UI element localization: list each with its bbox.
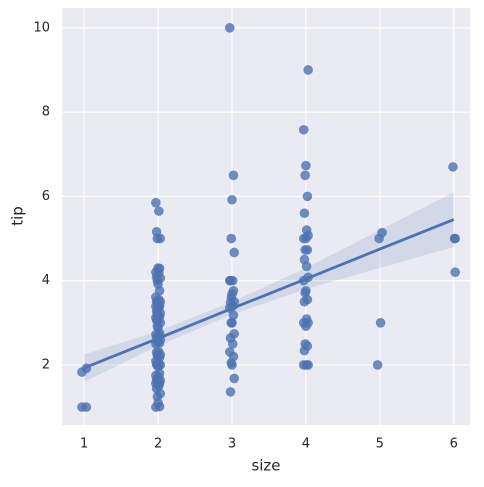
point xyxy=(448,162,458,172)
point xyxy=(301,160,311,171)
x-tick-label: 3 xyxy=(228,437,236,452)
point xyxy=(450,267,461,278)
point xyxy=(226,358,237,368)
point xyxy=(225,387,236,397)
point xyxy=(303,65,313,75)
x-tick-label: 6 xyxy=(450,437,458,452)
confidence-band xyxy=(84,192,454,382)
point xyxy=(154,347,164,357)
point xyxy=(228,170,239,181)
x-tick-label: 1 xyxy=(80,437,88,452)
point xyxy=(154,206,164,216)
point xyxy=(81,402,92,412)
point xyxy=(299,208,310,219)
plot-area xyxy=(62,8,470,425)
point xyxy=(224,23,235,33)
point xyxy=(227,194,237,205)
y-tick-label: 2 xyxy=(42,357,50,372)
y-tick-label: 8 xyxy=(42,105,50,120)
point xyxy=(228,310,239,321)
point xyxy=(227,339,238,349)
point xyxy=(226,233,237,244)
x-tick-label: 4 xyxy=(302,437,310,452)
x-tick-label: 2 xyxy=(154,437,162,452)
point xyxy=(372,360,383,370)
x-tick-label: 5 xyxy=(376,437,384,452)
point xyxy=(298,360,309,370)
point xyxy=(301,261,312,272)
point xyxy=(153,263,163,273)
y-tick-label: 10 xyxy=(33,20,50,35)
point xyxy=(299,345,310,356)
point xyxy=(229,373,240,384)
point xyxy=(449,233,460,244)
point xyxy=(300,170,310,181)
point xyxy=(301,233,311,244)
regression-line xyxy=(83,218,455,370)
point xyxy=(151,197,161,208)
point xyxy=(226,318,237,328)
point xyxy=(302,245,313,255)
point xyxy=(301,321,311,331)
point xyxy=(375,318,386,328)
point xyxy=(151,226,162,237)
point xyxy=(299,296,310,307)
point xyxy=(229,247,240,258)
y-tick-label: 6 xyxy=(42,189,50,204)
y-axis-label: tip xyxy=(9,206,27,226)
point xyxy=(302,191,313,202)
y-tick-label: 4 xyxy=(42,273,50,288)
point xyxy=(298,124,309,135)
point xyxy=(374,233,384,244)
x-axis-label: size xyxy=(251,457,280,475)
point xyxy=(224,275,235,286)
